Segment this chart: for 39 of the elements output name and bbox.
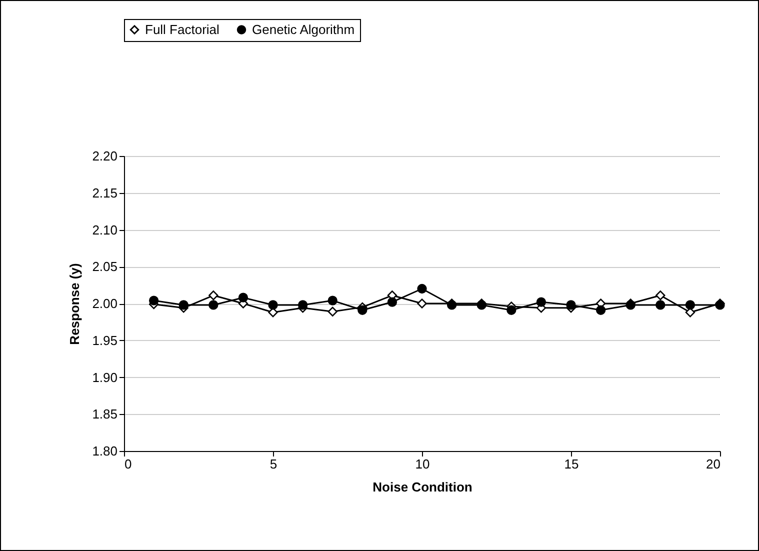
y-axis-title: Response (y) <box>67 263 82 345</box>
y-tick-label: 2.10 <box>92 222 118 238</box>
point <box>536 297 546 307</box>
y-tick-label: 2.00 <box>92 296 118 311</box>
x-tick-label: 10 <box>415 456 430 472</box>
point <box>656 290 666 300</box>
point <box>208 290 218 300</box>
y-tick-label: 1.80 <box>92 444 118 458</box>
legend-label: Full Factorial <box>145 22 220 37</box>
y-tick-label: 2.15 <box>92 185 118 200</box>
x-tick-label: 5 <box>270 456 278 472</box>
x-tick-label: 0 <box>124 456 132 472</box>
point <box>358 305 368 315</box>
point <box>656 300 666 310</box>
point <box>596 305 606 315</box>
y-tick-label: 2.05 <box>92 259 118 274</box>
point <box>328 306 338 316</box>
point <box>178 300 188 310</box>
point <box>268 300 278 310</box>
point <box>685 300 696 310</box>
point <box>238 292 248 302</box>
y-tick-label: 1.95 <box>92 332 118 348</box>
point <box>417 298 427 308</box>
y-tick-label: 2.20 <box>92 148 118 164</box>
point <box>148 296 159 306</box>
x-tick-label: 20 <box>706 456 720 472</box>
x-axis-title: Noise Condition <box>372 480 472 494</box>
point <box>328 296 338 306</box>
point <box>566 300 576 310</box>
legend-label: Genetic Algorithm <box>252 22 355 37</box>
point <box>298 300 308 310</box>
y-tick-label: 1.85 <box>92 406 118 422</box>
y-tick-label: 1.90 <box>92 370 118 385</box>
point <box>208 300 218 310</box>
point <box>387 297 398 307</box>
point <box>506 305 516 315</box>
point <box>417 284 427 294</box>
point <box>685 308 696 318</box>
x-tick-label: 15 <box>564 456 579 472</box>
